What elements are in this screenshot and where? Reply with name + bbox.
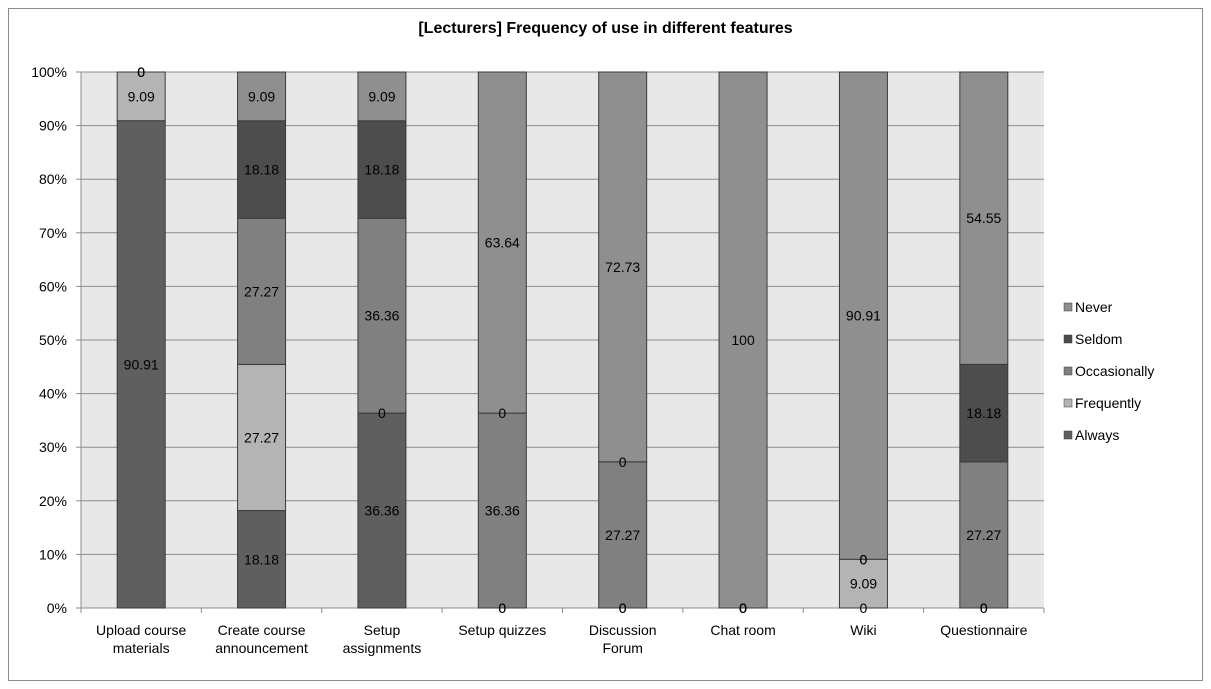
chart-title: [Lecturers] Frequency of use in differen… bbox=[418, 20, 793, 37]
data-label: 0 bbox=[378, 405, 386, 421]
legend-label-occasionally: Occasionally bbox=[1075, 363, 1154, 379]
bar-segment-frequently bbox=[116, 71, 166, 122]
x-tick-label: Chat room bbox=[710, 622, 775, 638]
data-label: 9.09 bbox=[850, 576, 877, 592]
data-label: 27.27 bbox=[244, 429, 279, 445]
y-tick-label: 70% bbox=[39, 225, 67, 241]
x-tick-label: Upload course bbox=[96, 622, 186, 638]
data-label: 0 bbox=[498, 600, 506, 616]
data-label: 18.18 bbox=[364, 161, 399, 177]
x-tick-label: Discussion bbox=[589, 622, 657, 638]
legend-swatch-always bbox=[1063, 430, 1073, 440]
bar-segment-occasionally bbox=[357, 217, 407, 414]
bar-segment-seldom bbox=[357, 120, 407, 219]
data-label: 72.73 bbox=[605, 259, 640, 275]
legend-swatch-never bbox=[1063, 302, 1073, 312]
data-label: 18.18 bbox=[244, 551, 279, 567]
data-label: 0 bbox=[739, 600, 747, 616]
data-label: 0 bbox=[137, 64, 145, 80]
legend-label-frequently: Frequently bbox=[1075, 395, 1141, 411]
x-tick-label: Questionnaire bbox=[940, 622, 1027, 638]
bar-segment-always bbox=[116, 120, 166, 609]
bar-segment-never bbox=[477, 71, 527, 414]
bar-segment-occasionally bbox=[959, 461, 1009, 609]
y-tick-label: 90% bbox=[39, 118, 67, 134]
legend-swatch-seldom bbox=[1063, 334, 1073, 344]
y-tick-label: 40% bbox=[39, 386, 67, 402]
x-tick-label: Create course bbox=[218, 622, 306, 638]
x-tick-label: announcement bbox=[215, 640, 308, 656]
data-label: 0 bbox=[619, 454, 627, 470]
data-label: 36.36 bbox=[364, 308, 399, 324]
y-tick-label: 60% bbox=[39, 278, 67, 294]
x-tick-label: Wiki bbox=[850, 622, 876, 638]
bar-segment-never bbox=[237, 71, 287, 122]
x-tick-label: assignments bbox=[343, 640, 422, 656]
data-label: 0 bbox=[739, 600, 747, 616]
bar-segment-frequently bbox=[838, 558, 888, 609]
bar-segment-never bbox=[718, 71, 768, 609]
data-label: 0 bbox=[137, 64, 145, 80]
bar-segment-seldom bbox=[959, 363, 1009, 463]
data-label: 36.36 bbox=[364, 503, 399, 519]
legend-swatch-occasionally bbox=[1063, 366, 1073, 376]
bar-segment-occasionally bbox=[477, 412, 527, 609]
data-label: 0 bbox=[980, 600, 988, 616]
data-label: 0 bbox=[860, 600, 868, 616]
y-tick-label: 0% bbox=[47, 600, 67, 616]
data-label: 54.55 bbox=[966, 210, 1001, 226]
data-label: 9.09 bbox=[368, 88, 395, 104]
data-label: 0 bbox=[498, 405, 506, 421]
y-tick-label: 80% bbox=[39, 171, 67, 187]
data-label: 18.18 bbox=[966, 405, 1001, 421]
data-label: 27.27 bbox=[966, 527, 1001, 543]
data-label: 18.18 bbox=[244, 161, 279, 177]
data-label: 0 bbox=[137, 64, 145, 80]
legend-label-always: Always bbox=[1075, 427, 1119, 443]
x-tick-label: Setup quizzes bbox=[458, 622, 546, 638]
y-tick-label: 20% bbox=[39, 493, 67, 509]
bar-segment-never bbox=[598, 71, 648, 463]
data-label: 63.64 bbox=[485, 235, 520, 251]
data-label: 90.91 bbox=[846, 308, 881, 324]
legend-swatch-frequently bbox=[1063, 398, 1073, 408]
bar-segment-never bbox=[357, 71, 407, 122]
bar-segment-never bbox=[838, 71, 888, 560]
y-tick-label: 10% bbox=[39, 546, 67, 562]
data-label: 9.09 bbox=[248, 88, 275, 104]
x-tick-label: Setup bbox=[364, 622, 401, 638]
data-label: 0 bbox=[619, 600, 627, 616]
data-label: 0 bbox=[739, 600, 747, 616]
x-tick-label: Forum bbox=[602, 640, 642, 656]
data-label: 90.91 bbox=[124, 356, 159, 372]
y-tick-label: 100% bbox=[31, 64, 67, 80]
legend-label-never: Never bbox=[1075, 299, 1113, 315]
data-label: 0 bbox=[860, 551, 868, 567]
data-label: 0 bbox=[739, 600, 747, 616]
data-label: 9.09 bbox=[128, 88, 155, 104]
data-label: 27.27 bbox=[605, 527, 640, 543]
data-label: 0 bbox=[860, 551, 868, 567]
data-label: 100 bbox=[731, 332, 755, 348]
data-label: 0 bbox=[498, 600, 506, 616]
bar-segment-never bbox=[959, 71, 1009, 365]
y-tick-label: 30% bbox=[39, 439, 67, 455]
x-tick-label: materials bbox=[113, 640, 170, 656]
bar-segment-frequently bbox=[237, 363, 287, 512]
legend-label-seldom: Seldom bbox=[1075, 331, 1122, 347]
y-tick-label: 50% bbox=[39, 332, 67, 348]
data-label: 36.36 bbox=[485, 503, 520, 519]
data-label: 0 bbox=[980, 600, 988, 616]
bar-segment-always bbox=[237, 510, 287, 609]
data-label: 0 bbox=[619, 600, 627, 616]
data-label: 27.27 bbox=[244, 283, 279, 299]
bar-segment-occasionally bbox=[237, 217, 287, 365]
